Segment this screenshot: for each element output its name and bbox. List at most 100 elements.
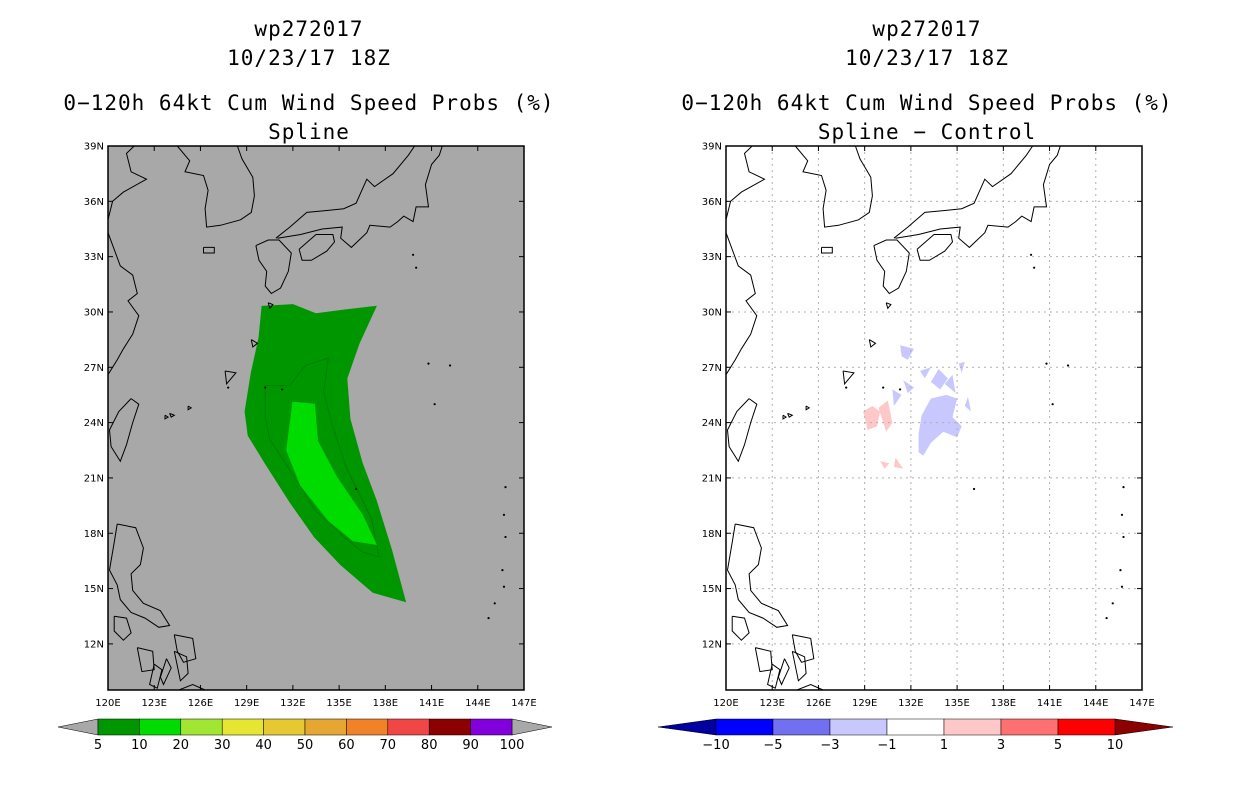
island-dot — [501, 569, 504, 572]
coastline-luzon — [726, 523, 789, 628]
island-dot — [1111, 602, 1114, 605]
right-panel: wp272017 10/23/17 18Z 0−120h 64kt Cum Wi… — [618, 0, 1236, 800]
island-dot — [502, 585, 506, 588]
island-dot — [504, 486, 507, 489]
coastline-panay — [754, 647, 773, 673]
coastline-honshu — [275, 145, 416, 239]
lon-label: 147E — [511, 698, 536, 709]
coastline-kyushu — [873, 239, 910, 295]
colorbar-label: 90 — [462, 738, 479, 753]
coastline-amami — [868, 339, 877, 348]
lat-label: 30N — [84, 307, 104, 318]
coastline-ishigaki — [169, 412, 176, 418]
lon-label: 123E — [142, 698, 167, 709]
coastline-kyushu — [255, 239, 292, 295]
colorbar-bin — [139, 718, 182, 736]
colorbar-label: −5 — [763, 738, 782, 753]
island-dot — [1045, 362, 1048, 365]
colorbar-label: 20 — [173, 738, 190, 753]
coastline-samar — [791, 634, 815, 663]
colorbar-label: 1 — [940, 738, 948, 753]
colorbar-bin — [263, 718, 306, 736]
lon-label: 120E — [95, 698, 120, 709]
colorbar-label: 100 — [500, 738, 525, 753]
wind-prob-10-20-core — [286, 401, 377, 545]
coastline-korea — [176, 145, 255, 228]
diff-negative-area — [930, 369, 948, 390]
wind-probability-map: 39N 36N 33N 30N 27N 24N 21N 18N 15N 12N 120E 123E 12… — [57, 142, 553, 753]
product-title: 0−120h 64kt Cum Wind Speed Probs (%) — [63, 91, 555, 115]
colorbar-high-arrow — [1114, 718, 1174, 736]
lon-label: 135E — [326, 698, 351, 709]
diff-negative-area — [892, 389, 902, 406]
island-dot — [1120, 513, 1124, 516]
lon-label: 138E — [991, 698, 1016, 709]
coastline-iriomote — [782, 414, 788, 420]
colorbar-label: 70 — [380, 738, 397, 753]
lat-label: 15N — [84, 584, 104, 595]
lon-label: 129E — [234, 698, 259, 709]
island-dot — [1122, 486, 1125, 489]
lon-label: 120E — [713, 698, 738, 709]
lon-label: 126E — [806, 698, 831, 709]
diff-positive-area — [863, 406, 881, 430]
coastline-amami — [250, 339, 259, 348]
coastline-negros — [149, 663, 163, 689]
datetime-title: 10/23/17 18Z — [845, 46, 1009, 70]
lon-label: 144E — [465, 698, 490, 709]
coastline-honshu — [893, 145, 1034, 239]
colorbar-bin — [470, 718, 513, 736]
island-dot — [427, 362, 430, 365]
lat-label: 27N — [702, 363, 722, 374]
coastline-miyako — [187, 405, 193, 411]
subtitle: Spline — [268, 120, 350, 144]
lat-label: 12N — [702, 639, 722, 650]
lat-label: 18N — [702, 529, 722, 540]
diff-positive-area — [878, 400, 893, 432]
island-dot — [502, 513, 506, 516]
island-dot — [1119, 569, 1122, 572]
lon-label: 135E — [944, 698, 969, 709]
colorbar-label: 30 — [214, 738, 231, 753]
coastline-leyte — [791, 650, 807, 682]
island-dot — [1033, 266, 1036, 269]
diff-negative-area — [964, 396, 971, 412]
map-frame — [725, 145, 1143, 691]
lat-label: 39N — [702, 142, 722, 153]
coastline-mindoro — [731, 615, 750, 641]
coastline-luzon — [108, 523, 171, 628]
lon-label: 132E — [280, 698, 305, 709]
coastline-korea — [794, 145, 873, 228]
coastline-shikoku — [916, 234, 954, 261]
island-dot — [1120, 585, 1124, 588]
coastline-panay — [136, 647, 155, 673]
island-dot — [1051, 403, 1054, 406]
lon-label: 144E — [1083, 698, 1108, 709]
subtitle: Spline − Control — [817, 120, 1037, 144]
colorbar-bin — [97, 718, 140, 736]
coastline-taiwan — [108, 398, 140, 463]
coastline-okinawa — [224, 370, 237, 386]
coastline-okinawa — [842, 370, 855, 386]
lon-label: 126E — [188, 698, 213, 709]
colorbar-bin — [428, 718, 471, 736]
island-dot — [1066, 364, 1070, 367]
diff-negative-area — [920, 367, 931, 379]
diff-negative-area — [903, 380, 914, 394]
coastline-chinaCoast2 — [725, 232, 758, 375]
island-dot — [493, 602, 496, 605]
diff-negative-area — [944, 374, 956, 394]
coastline-mindoro — [113, 615, 132, 641]
colorbar-bin — [943, 718, 1002, 736]
left-panel: wp272017 10/23/17 18Z 0−120h 64kt Cum Wi… — [57, 17, 555, 753]
lat-label: 27N — [84, 363, 104, 374]
colorbar-bin — [221, 718, 264, 736]
colorbar-bin — [346, 718, 389, 736]
island-dot — [264, 386, 267, 389]
lon-label: 138E — [373, 698, 398, 709]
colorbar-low-arrow — [57, 718, 99, 736]
coastline-honshuS — [277, 145, 443, 249]
lat-label: 24N — [84, 418, 104, 429]
island-dot — [448, 364, 452, 367]
diff-negative-area — [900, 345, 914, 360]
